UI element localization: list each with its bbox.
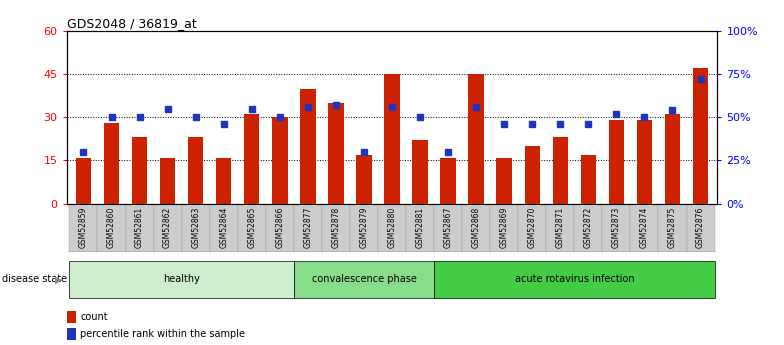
Text: ▶: ▶ [55,275,63,284]
Bar [406,204,434,252]
Bar [188,137,203,204]
Bar [630,204,659,252]
Text: GSM52869: GSM52869 [499,207,509,248]
Bar [70,261,294,298]
Text: GSM52860: GSM52860 [107,207,116,248]
Bar [132,137,147,204]
Bar [244,115,260,204]
Bar [490,204,518,252]
Text: GSM52867: GSM52867 [444,207,452,248]
Bar [76,158,91,204]
Bar [637,120,652,204]
Bar [300,89,316,204]
Text: acute rotavirus infection: acute rotavirus infection [514,275,634,284]
Text: GSM52880: GSM52880 [387,207,397,248]
Text: GSM52862: GSM52862 [163,207,172,248]
Bar [154,204,182,252]
Text: GSM52871: GSM52871 [556,207,564,248]
Bar [182,204,209,252]
Text: GSM52863: GSM52863 [191,207,200,248]
Bar [238,204,266,252]
Text: percentile rank within the sample: percentile rank within the sample [80,329,245,339]
Text: GDS2048 / 36819_at: GDS2048 / 36819_at [67,17,196,30]
Text: GSM52866: GSM52866 [275,207,285,248]
Text: GSM52875: GSM52875 [668,207,677,248]
Text: GSM52879: GSM52879 [359,207,368,248]
Bar [665,115,681,204]
Text: GSM52868: GSM52868 [472,207,481,248]
Bar [659,204,687,252]
Bar [67,328,76,340]
Text: convalescence phase: convalescence phase [311,275,416,284]
Bar [160,158,176,204]
Bar [687,204,714,252]
Bar [581,155,596,204]
Bar [209,204,238,252]
Text: GSM52859: GSM52859 [79,207,88,248]
Bar [412,140,428,204]
Text: GSM52864: GSM52864 [220,207,228,248]
Bar [328,103,343,204]
Text: disease state: disease state [2,275,67,284]
Bar [322,204,350,252]
Bar [693,68,708,204]
Bar [272,117,288,204]
Text: healthy: healthy [163,275,200,284]
Bar [468,74,484,204]
Bar [546,204,575,252]
Bar [356,155,372,204]
Bar [294,204,322,252]
Bar [608,120,624,204]
Text: GSM52872: GSM52872 [584,207,593,248]
Bar [524,146,540,204]
Bar [103,123,119,204]
Text: GSM52873: GSM52873 [612,207,621,248]
Text: GSM52876: GSM52876 [696,207,705,248]
Bar [462,204,490,252]
Text: GSM52874: GSM52874 [640,207,649,248]
Bar [434,204,462,252]
Text: count: count [80,312,108,322]
Text: GSM52870: GSM52870 [528,207,537,248]
Bar [67,310,76,323]
Bar [70,204,97,252]
Bar [553,137,568,204]
Bar [216,158,231,204]
Bar [350,204,378,252]
Bar [518,204,546,252]
Text: GSM52865: GSM52865 [247,207,256,248]
Bar [97,204,125,252]
Bar [602,204,630,252]
Text: GSM52878: GSM52878 [332,207,340,248]
Bar [575,204,602,252]
Bar [266,204,294,252]
Bar [125,204,154,252]
Text: GSM52881: GSM52881 [416,207,425,248]
Bar [294,261,434,298]
Bar [441,158,456,204]
Bar [434,261,714,298]
Bar [378,204,406,252]
Bar [384,74,400,204]
Bar [496,158,512,204]
Text: GSM52877: GSM52877 [303,207,312,248]
Text: GSM52861: GSM52861 [135,207,144,248]
